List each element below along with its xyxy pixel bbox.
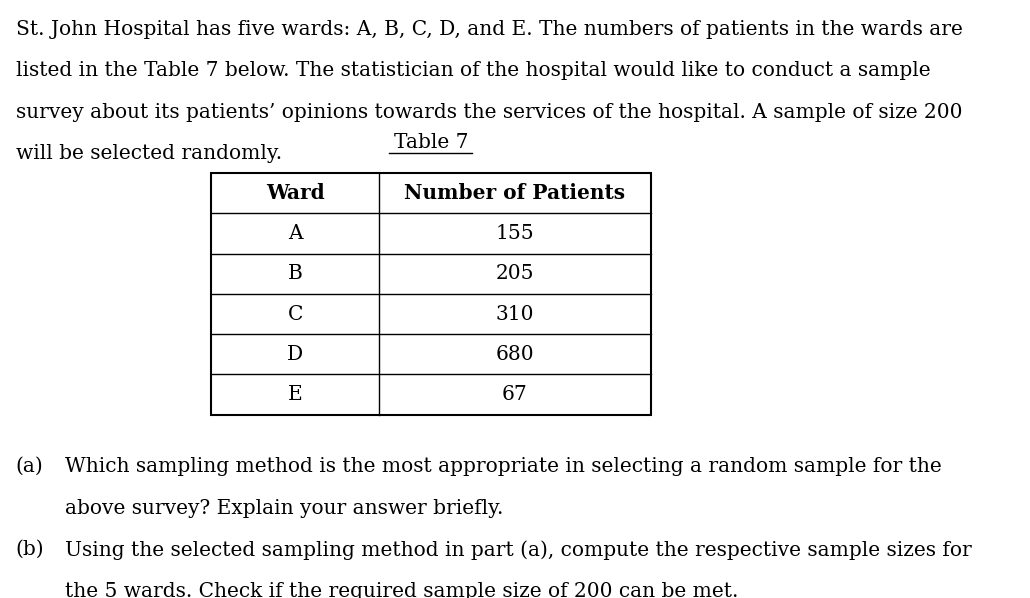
Text: listed in the Table 7 below. The statistician of the hospital would like to cond: listed in the Table 7 below. The statist… bbox=[15, 62, 930, 80]
Text: A: A bbox=[287, 224, 303, 243]
Text: D: D bbox=[287, 345, 303, 364]
Bar bbox=[211, 173, 651, 414]
Text: 310: 310 bbox=[495, 304, 535, 324]
Text: above survey? Explain your answer briefly.: above survey? Explain your answer briefl… bbox=[65, 499, 503, 518]
Text: 155: 155 bbox=[495, 224, 535, 243]
Text: Which sampling method is the most appropriate in selecting a random sample for t: Which sampling method is the most approp… bbox=[65, 457, 941, 476]
Text: St. John Hospital has five wards: A, B, C, D, and E. The numbers of patients in : St. John Hospital has five wards: A, B, … bbox=[15, 20, 962, 39]
Text: (a): (a) bbox=[15, 457, 43, 476]
Text: E: E bbox=[287, 385, 303, 404]
Text: 680: 680 bbox=[495, 345, 535, 364]
Text: 205: 205 bbox=[495, 264, 535, 283]
Text: B: B bbox=[287, 264, 303, 283]
Text: 67: 67 bbox=[502, 385, 527, 404]
Text: C: C bbox=[287, 304, 303, 324]
Text: Using the selected sampling method in part (a), compute the respective sample si: Using the selected sampling method in pa… bbox=[65, 540, 971, 560]
Text: (b): (b) bbox=[15, 540, 44, 559]
Text: survey about its patients’ opinions towards the services of the hospital. A samp: survey about its patients’ opinions towa… bbox=[15, 103, 962, 122]
Text: the 5 wards. Check if the required sample size of 200 can be met.: the 5 wards. Check if the required sampl… bbox=[65, 582, 739, 598]
Text: will be selected randomly.: will be selected randomly. bbox=[15, 144, 281, 163]
Text: Number of Patients: Number of Patients bbox=[404, 184, 625, 203]
Text: Table 7: Table 7 bbox=[393, 133, 468, 152]
Text: Ward: Ward bbox=[266, 184, 324, 203]
